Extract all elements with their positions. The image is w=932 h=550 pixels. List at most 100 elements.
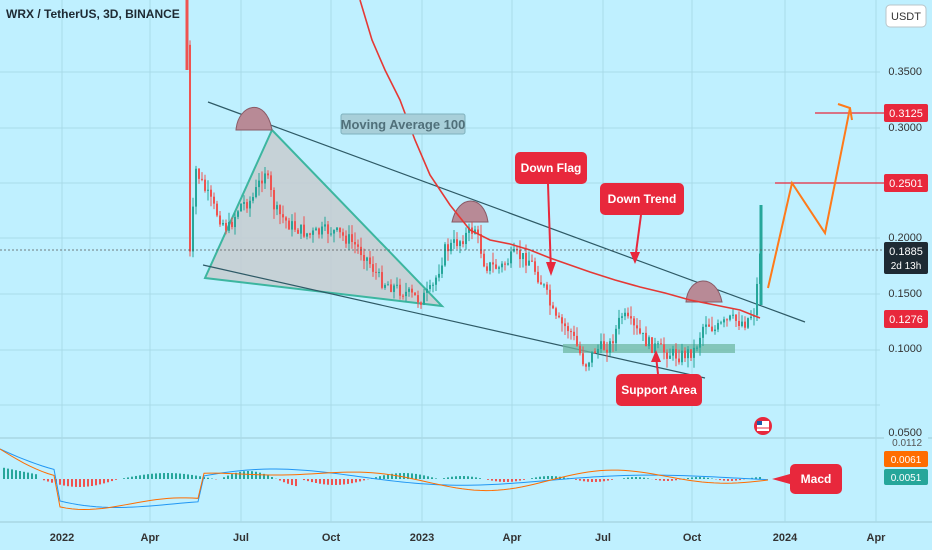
candle-body <box>732 314 734 316</box>
candle-body <box>729 315 731 320</box>
macd-histogram-bar <box>415 473 417 479</box>
candle-body <box>744 321 746 328</box>
flag-icon <box>754 417 772 435</box>
candle-body <box>501 263 503 268</box>
price-badge-high: 0.3125 <box>884 104 928 122</box>
macd-histogram-bar <box>759 477 761 479</box>
projection-path <box>767 107 851 289</box>
macd-histogram-bar <box>43 479 45 481</box>
svg-text:0.1885: 0.1885 <box>889 246 923 258</box>
candle-body <box>240 203 242 212</box>
candle-body <box>258 180 260 188</box>
candle-body <box>516 248 518 250</box>
candle-body <box>654 343 656 353</box>
x-tick-apr-2024: Apr <box>867 532 887 544</box>
x-tick-apr-2022: Apr <box>141 532 161 544</box>
candle-body <box>489 262 491 271</box>
macd-histogram-bar <box>79 479 81 487</box>
candle-body <box>576 335 578 346</box>
macd-histogram-bar <box>375 477 377 479</box>
candle-body <box>570 331 572 333</box>
candle-body <box>363 255 365 261</box>
candle-body <box>678 358 680 363</box>
candle-body <box>234 216 236 228</box>
macd-histogram-bar <box>95 479 97 486</box>
candle-body <box>324 224 326 227</box>
macd-histogram-bar <box>131 476 133 479</box>
candle-body <box>723 319 725 323</box>
candle-body <box>483 253 485 267</box>
candle-body <box>387 284 389 286</box>
candle-body <box>609 341 611 353</box>
candle-body <box>405 291 407 297</box>
candle-body <box>288 220 290 230</box>
candle-body <box>582 353 584 365</box>
candle-body <box>549 289 551 306</box>
moving-average-label: Moving Average 100 <box>341 117 466 132</box>
candle-body <box>345 235 347 244</box>
candle-body <box>309 233 311 235</box>
candle-body <box>369 257 371 265</box>
candle-body <box>612 341 614 344</box>
candle-body <box>330 233 332 235</box>
candle-body <box>354 241 356 245</box>
macd-histogram-bar <box>463 476 465 479</box>
candle-body <box>447 244 449 252</box>
macd-histogram-bar <box>159 473 161 479</box>
y-tick-0.15: 0.1500 <box>888 288 922 300</box>
macd-histogram-bar <box>563 477 565 479</box>
macd-histogram-bar <box>179 473 181 479</box>
projection-arrow-head <box>837 103 853 121</box>
candle-body <box>456 239 458 247</box>
time-axis[interactable]: 2022 Apr Jul Oct 2023 Apr Jul Oct 2024 A… <box>50 532 886 544</box>
macd-histogram-bar <box>551 476 553 479</box>
candle-body <box>567 326 569 332</box>
x-tick-apr-2023: Apr <box>503 532 523 544</box>
macd-histogram-bar <box>479 478 481 479</box>
macd-histogram-bar <box>579 479 581 481</box>
macd-histogram-bar <box>547 476 549 479</box>
candle-body <box>693 347 695 358</box>
candle-body <box>444 244 446 266</box>
candle-body <box>714 329 716 332</box>
candle-body <box>297 229 299 234</box>
macd-histogram-bar <box>691 477 693 479</box>
candle-body <box>492 262 494 265</box>
macd-histogram-bar <box>475 477 477 479</box>
macd-histogram-bar <box>283 479 285 483</box>
candle-body <box>696 347 698 349</box>
candle-body <box>411 288 413 293</box>
candle-body <box>564 323 566 327</box>
candle-body <box>198 168 200 179</box>
macd-histogram-bar <box>671 479 673 481</box>
macd-histogram-bar <box>507 479 509 482</box>
candle-body <box>459 241 461 247</box>
candle-body <box>414 292 416 296</box>
candle-body <box>357 244 359 247</box>
candle-body <box>594 351 596 354</box>
candle-body <box>378 272 380 274</box>
candle-body <box>402 295 404 297</box>
macd-histogram-bar <box>311 479 313 483</box>
macd-histogram-bar <box>395 473 397 479</box>
price-axis-area[interactable] <box>880 0 932 550</box>
macd-histogram-bar <box>331 479 333 485</box>
macd-histogram-bar <box>535 477 537 479</box>
currency-badge[interactable]: USDT <box>885 4 927 28</box>
candle-body <box>675 348 677 359</box>
macd-histogram-bar <box>639 477 641 479</box>
candle-body <box>408 288 410 292</box>
candle-body <box>381 272 383 288</box>
macd-histogram-bar <box>627 477 629 479</box>
macd-histogram-bar <box>303 479 305 481</box>
candle-body <box>579 345 581 354</box>
candle-body <box>246 202 248 209</box>
candle-body <box>585 364 587 367</box>
candle-body <box>687 349 689 359</box>
macd-histogram-bar <box>151 473 153 479</box>
annotation-moving-average: Moving Average 100 <box>340 113 466 135</box>
macd-histogram-bar <box>555 476 557 479</box>
candle-body <box>735 314 737 321</box>
macd-histogram-bar <box>707 477 709 479</box>
